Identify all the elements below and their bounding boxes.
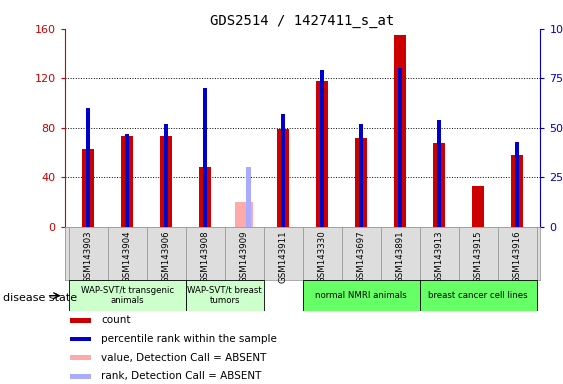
Bar <box>70 355 91 360</box>
Bar <box>186 280 263 311</box>
Bar <box>121 136 133 227</box>
Text: GSM143915: GSM143915 <box>473 230 482 283</box>
Bar <box>160 136 172 227</box>
Bar <box>316 81 328 227</box>
Bar <box>515 142 520 227</box>
Text: GSM143908: GSM143908 <box>200 230 209 283</box>
Bar <box>235 202 253 227</box>
Title: GDS2514 / 1427411_s_at: GDS2514 / 1427411_s_at <box>211 14 395 28</box>
Text: GSM143904: GSM143904 <box>123 230 132 283</box>
Bar <box>70 337 91 341</box>
Bar <box>394 35 406 227</box>
Bar <box>359 124 364 227</box>
Bar <box>320 70 324 227</box>
Bar <box>303 280 419 311</box>
Bar <box>472 186 484 227</box>
Bar <box>419 280 537 311</box>
Bar <box>70 374 91 379</box>
Text: WAP-SVT/t transgenic
animals: WAP-SVT/t transgenic animals <box>81 286 174 305</box>
Bar <box>70 318 91 323</box>
Text: GSM143330: GSM143330 <box>318 230 327 283</box>
Bar <box>125 134 129 227</box>
Text: rank, Detection Call = ABSENT: rank, Detection Call = ABSENT <box>101 371 262 381</box>
Text: GSM143911: GSM143911 <box>279 230 288 283</box>
Bar <box>398 68 403 227</box>
Text: GSM143909: GSM143909 <box>240 230 249 283</box>
Bar <box>86 108 91 227</box>
Bar <box>355 137 367 227</box>
Bar <box>69 280 186 311</box>
Text: WAP-SVT/t breast
tumors: WAP-SVT/t breast tumors <box>187 286 262 305</box>
Bar <box>247 167 251 227</box>
Text: GSM143903: GSM143903 <box>84 230 93 283</box>
Bar <box>511 155 523 227</box>
Bar <box>203 88 208 227</box>
Bar <box>199 167 211 227</box>
Text: breast cancer cell lines: breast cancer cell lines <box>428 291 528 300</box>
Text: GSM143697: GSM143697 <box>356 230 365 283</box>
Text: percentile rank within the sample: percentile rank within the sample <box>101 334 277 344</box>
Bar <box>281 114 285 227</box>
Text: GSM143913: GSM143913 <box>435 230 444 283</box>
Bar <box>164 124 168 227</box>
Text: GSM143891: GSM143891 <box>396 230 405 283</box>
Text: disease state: disease state <box>3 293 77 303</box>
Text: value, Detection Call = ABSENT: value, Detection Call = ABSENT <box>101 353 266 363</box>
Text: GSM143916: GSM143916 <box>512 230 521 283</box>
Bar <box>82 149 94 227</box>
Bar <box>437 120 441 227</box>
Text: count: count <box>101 315 131 325</box>
Bar <box>434 142 445 227</box>
Text: GSM143906: GSM143906 <box>162 230 171 283</box>
Text: normal NMRI animals: normal NMRI animals <box>315 291 407 300</box>
Bar <box>277 129 289 227</box>
